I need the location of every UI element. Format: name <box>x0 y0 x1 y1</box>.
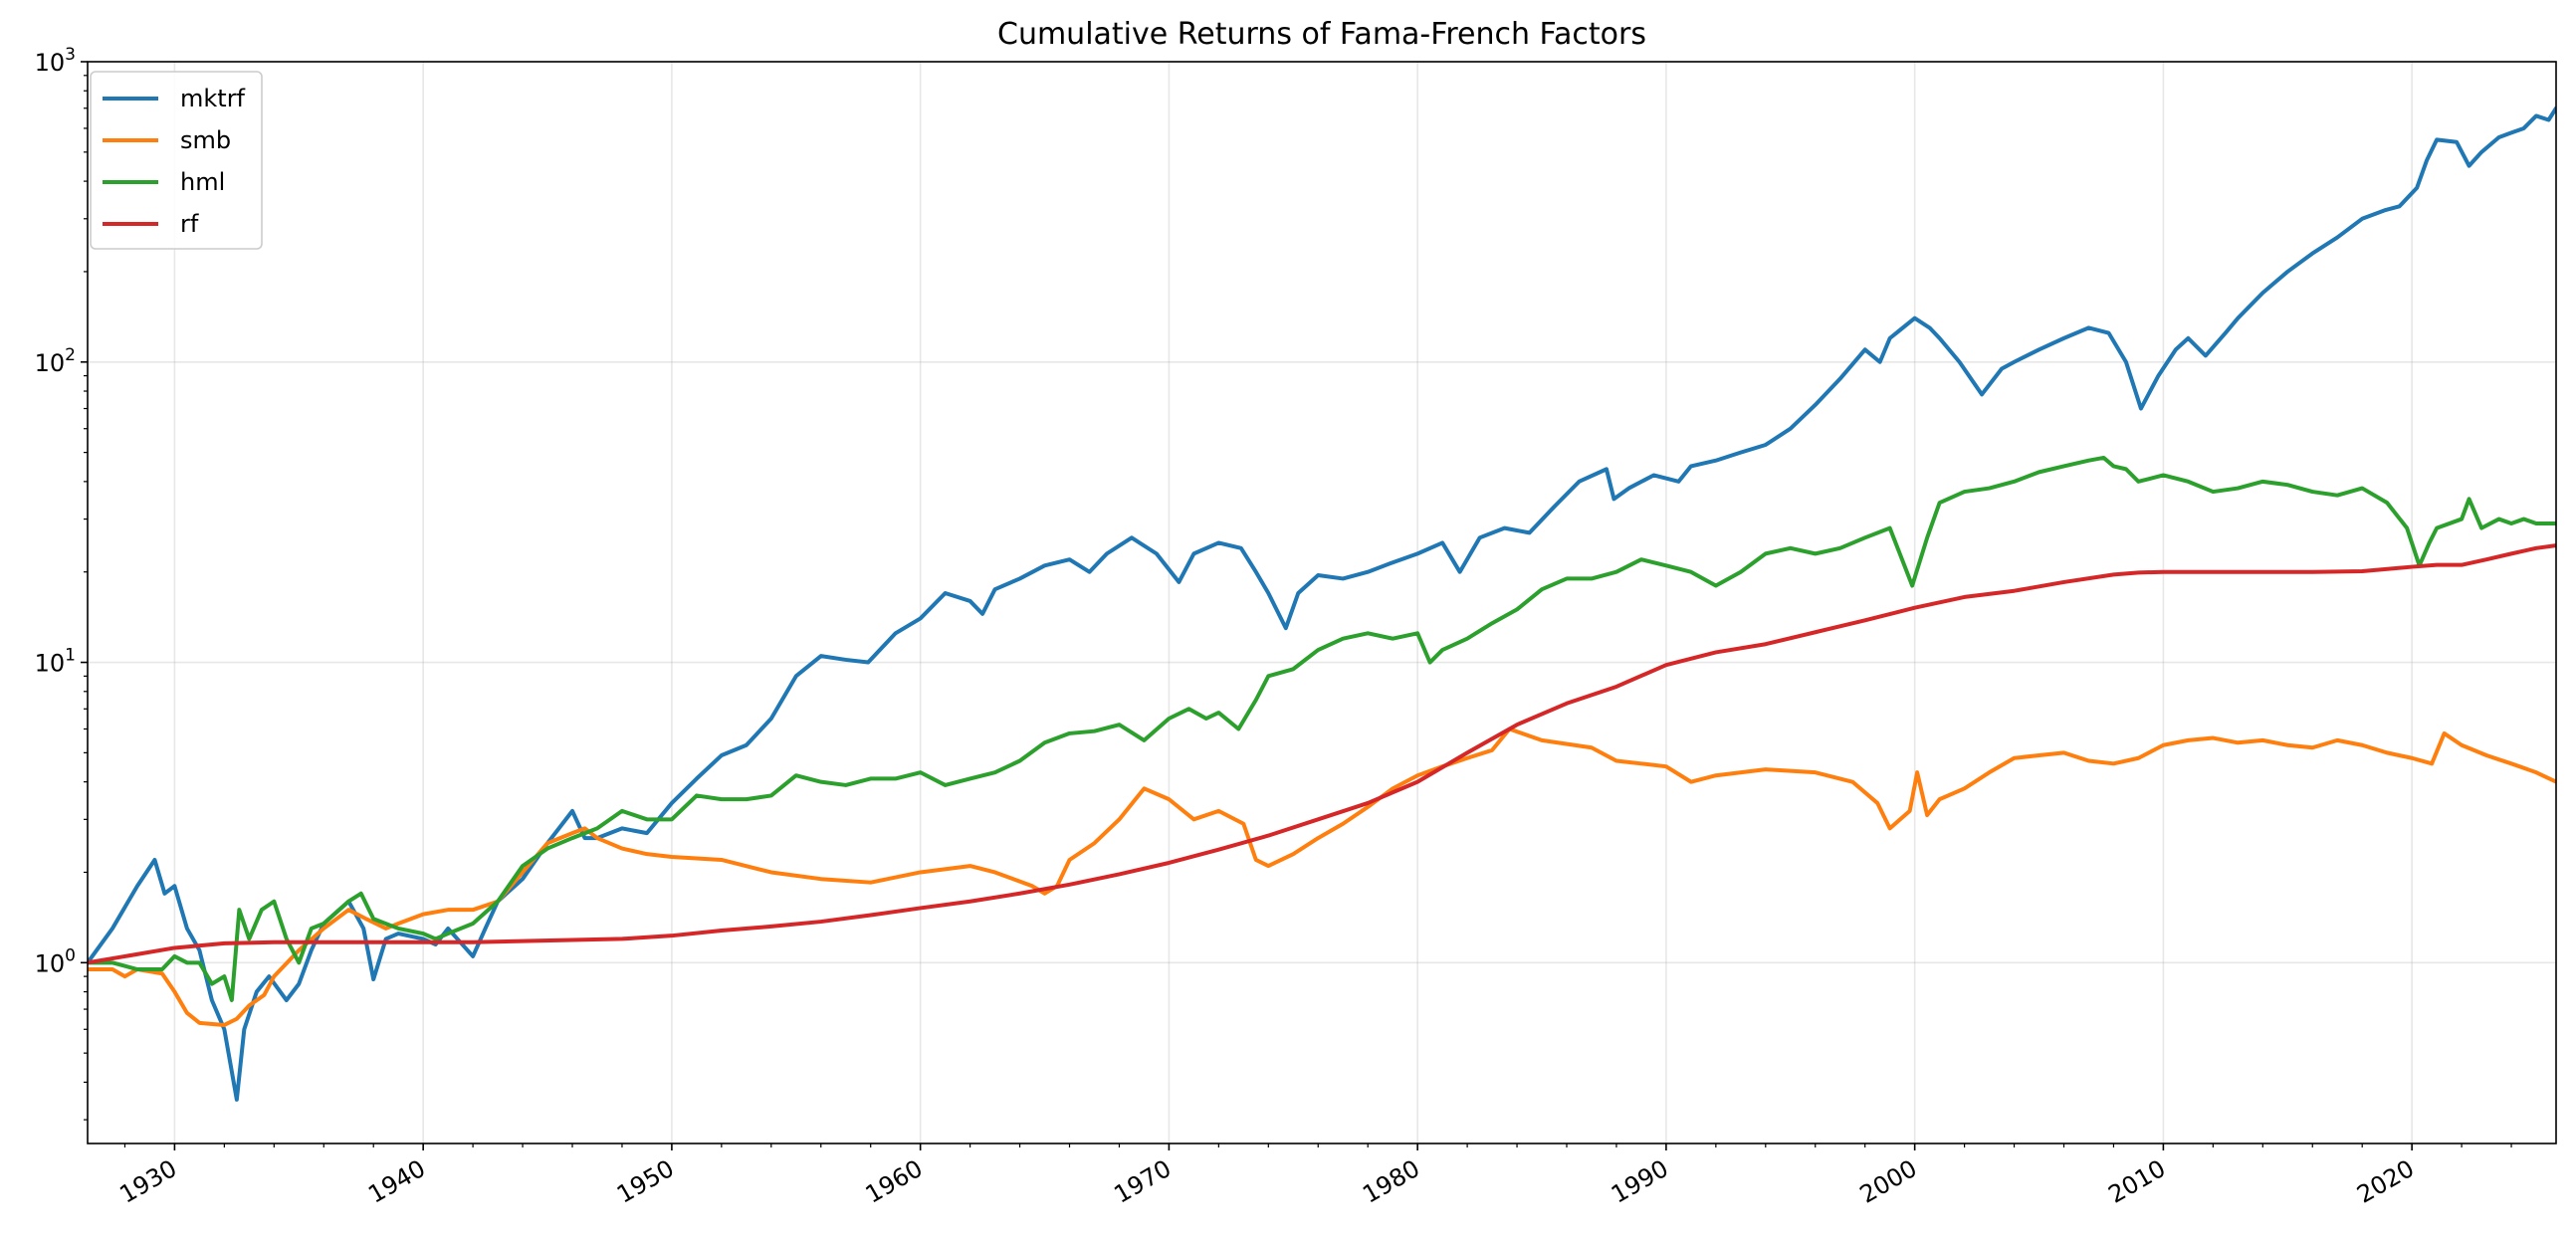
series-line-hml <box>88 455 2556 1003</box>
series-line-rf <box>88 543 2556 965</box>
y-tick-base: 10 <box>35 650 66 678</box>
legend-label-smb: smb <box>180 126 231 154</box>
chart-title: Cumulative Returns of Fama-French Factor… <box>997 17 1646 52</box>
legend-label-rf: rf <box>180 210 199 238</box>
series-layer <box>88 105 2556 1102</box>
y-tick-label: 100 <box>35 945 76 977</box>
y-tick-base: 10 <box>35 949 66 977</box>
y-tick-base: 10 <box>35 349 66 377</box>
y-tick-exponent: 0 <box>65 945 76 965</box>
y-tick-label: 102 <box>35 345 76 377</box>
y-tick-exponent: 2 <box>65 345 76 365</box>
y-tick-base: 10 <box>35 49 66 77</box>
y-tick-exponent: 1 <box>65 646 76 666</box>
y-tick-exponent: 3 <box>65 45 76 65</box>
legend-box <box>90 71 263 250</box>
y-tick-label: 103 <box>35 45 76 77</box>
legend: mktrf smb hml rf <box>90 71 263 250</box>
series-line-mktrf <box>88 105 2556 1102</box>
y-tick-label: 101 <box>35 646 76 678</box>
legend-label-mktrf: mktrf <box>180 85 246 112</box>
plot-frame <box>87 61 2557 1144</box>
legend-label-hml: hml <box>180 168 225 196</box>
series-line-smb <box>88 727 2556 1027</box>
